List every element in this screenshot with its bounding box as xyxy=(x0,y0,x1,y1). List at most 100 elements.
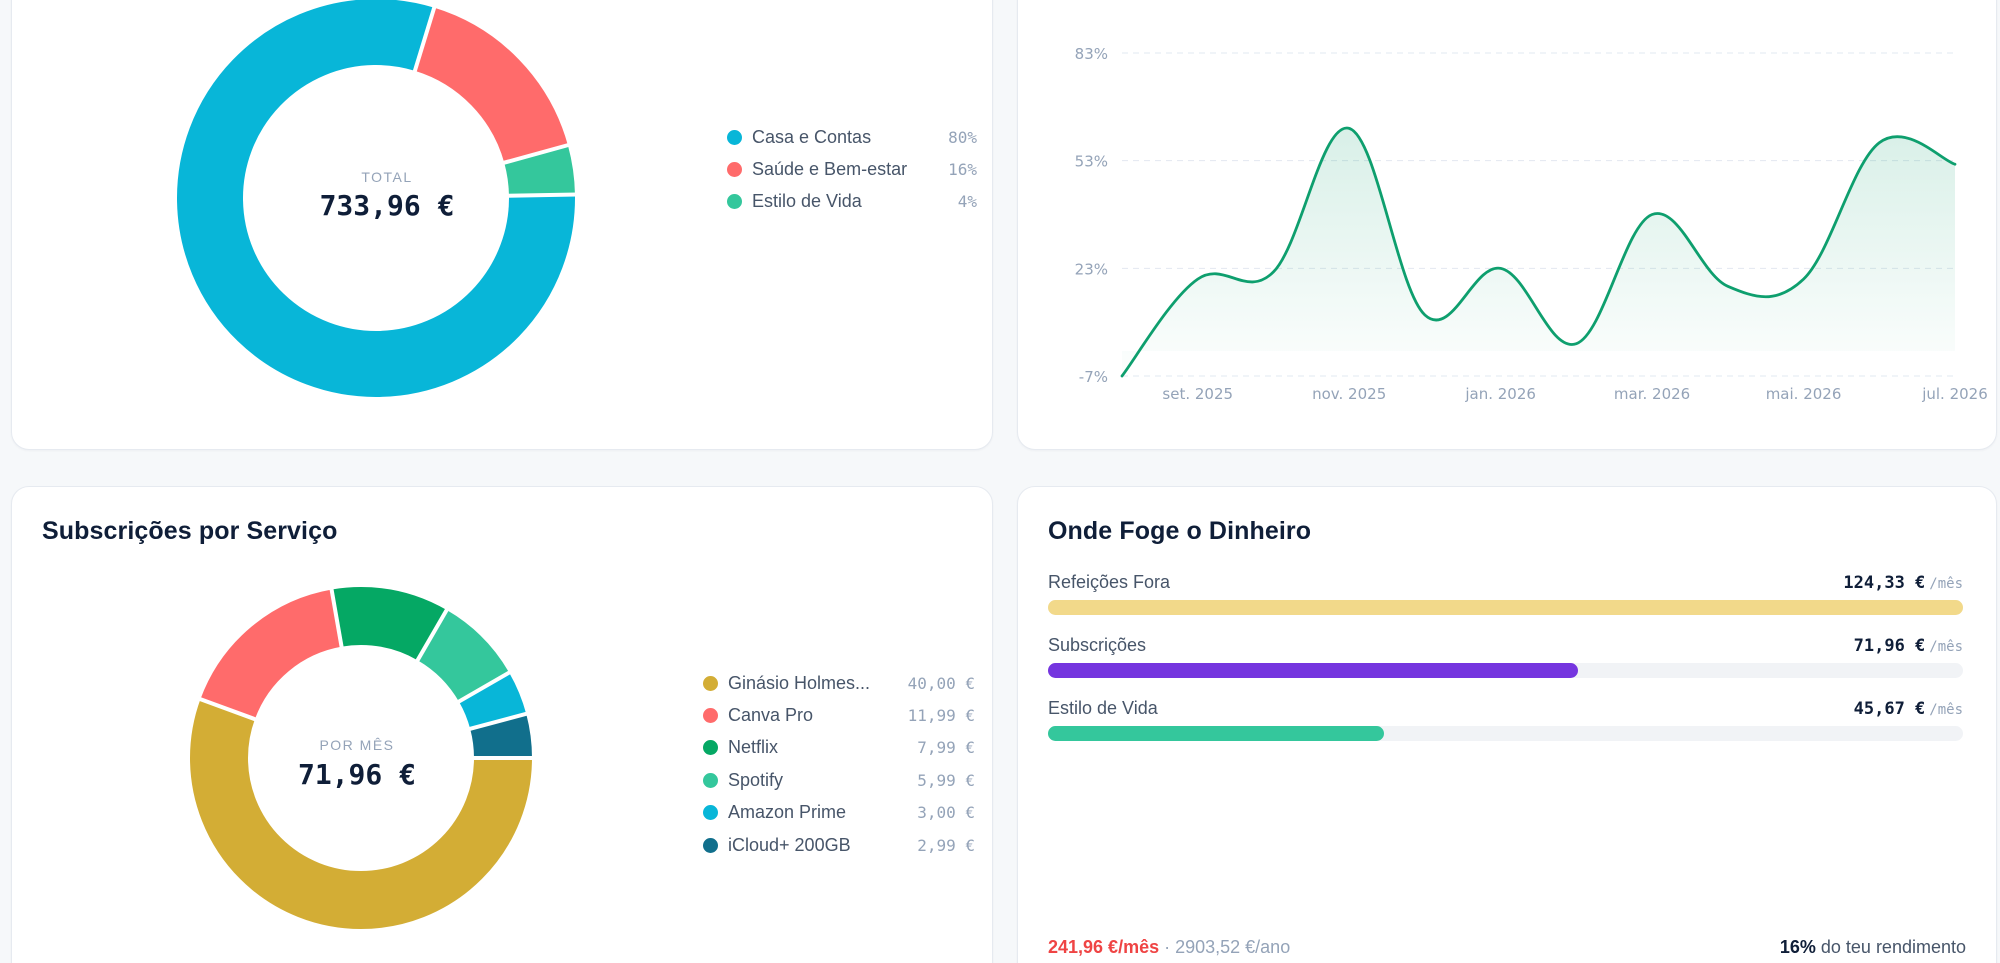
legend-value: 5,99 € xyxy=(917,770,975,790)
category-total-value: 733,96 € xyxy=(319,189,455,222)
subscription-legend-item[interactable]: Spotify 5,99 € xyxy=(703,768,975,792)
subscription-donut-slice-gap xyxy=(329,587,344,649)
legend-swatch xyxy=(703,805,718,821)
category-donut-slice-gap xyxy=(506,192,578,198)
leak-label: Subscrições xyxy=(1048,635,1147,655)
leaks-footer-totals: 241,96 €/mês · 2903,52 €/ano xyxy=(1048,937,1290,958)
category-legend-item[interactable]: Saúde e Bem-estar 16% xyxy=(727,157,977,181)
leak-amount-value: 45,67 € xyxy=(1853,699,1926,719)
category-donut-slice-gap xyxy=(501,142,571,166)
legend-value: 11,99 € xyxy=(907,705,975,725)
leak-amount-unit: /mês xyxy=(1929,702,1963,718)
legend-label: Estilo de Vida xyxy=(752,190,862,211)
trend-chart-card: 83% 53% 23% -7% set. 2025 nov. 2025 jan. 2026 m… xyxy=(1017,0,1997,450)
trend-x-tick: mai. 2026 xyxy=(1766,385,1842,403)
leak-amount-value: 71,96 € xyxy=(1853,636,1926,656)
leaks-income-share: 16% do teu rendimento xyxy=(1780,937,1966,958)
leak-amount-unit: /mês xyxy=(1929,639,1963,655)
legend-label: iCloud+ 200GB xyxy=(728,834,851,855)
subscription-donut-slice-gap xyxy=(197,696,258,722)
trend-y-tick: 83% xyxy=(1075,45,1108,63)
subscriptions-legend: Ginásio Holmes... 40,00 € Canva Pro 11,99 €… xyxy=(703,671,975,855)
subscription-legend-item[interactable]: Canva Pro 11,99 € xyxy=(703,703,975,727)
trend-x-tick: set. 2025 xyxy=(1162,385,1233,403)
subscription-legend-item[interactable]: Netflix 7,99 € xyxy=(703,736,975,760)
legend-value: 16% xyxy=(948,159,977,179)
legend-value: 3,00 € xyxy=(917,803,975,823)
legend-value: 4% xyxy=(957,191,977,211)
leak-bar-fill xyxy=(1048,726,1384,741)
trend-x-tick: mar. 2026 xyxy=(1614,385,1690,403)
leaks-monthly-total: 241,96 €/mês xyxy=(1048,937,1160,957)
leak-bar-track xyxy=(1048,726,1963,741)
trend-x-tick: jul. 2026 xyxy=(1921,385,1988,403)
legend-label: Ginásio Holmes... xyxy=(728,672,871,693)
subscriptions-caption: POR MÊS xyxy=(319,737,395,753)
legend-swatch xyxy=(727,193,742,209)
trend-x-tick: nov. 2025 xyxy=(1312,385,1386,403)
legend-swatch xyxy=(703,837,718,853)
money-leaks-card: Onde Foge o Dinheiro Refeições Fora 124,3… xyxy=(1017,486,1997,963)
trend-line-chart: 83% 53% 23% -7% set. 2025 nov. 2025 jan. 2026 m… xyxy=(1075,45,1988,403)
legend-swatch xyxy=(703,707,718,723)
leak-bar-fill xyxy=(1048,600,1963,615)
subscription-donut-slice-gap xyxy=(456,669,512,705)
legend-value: 80% xyxy=(948,127,977,147)
trend-y-tick: 53% xyxy=(1075,153,1108,171)
leak-amount-value: 124,33 € xyxy=(1843,573,1926,593)
trend-y-tick: -7% xyxy=(1079,368,1108,386)
leak-row[interactable]: Subscrições 71,96 €/mês xyxy=(1048,635,1963,680)
leak-bar-fill xyxy=(1048,663,1578,678)
leak-row[interactable]: Refeições Fora 124,33 €/mês xyxy=(1048,572,1963,617)
category-legend-item[interactable]: Estilo de Vida 4% xyxy=(727,189,977,213)
trend-series-line[interactable] xyxy=(1120,126,1957,378)
category-total-caption: TOTAL xyxy=(361,169,413,185)
category-donut-chart xyxy=(177,0,578,397)
legend-swatch xyxy=(703,740,718,756)
legend-label: Saúde e Bem-estar xyxy=(752,158,908,179)
subscription-donut-slice-gap xyxy=(414,607,450,663)
legend-label: Amazon Prime xyxy=(728,802,847,823)
legend-value: 40,00 € xyxy=(907,673,975,693)
leak-bar-track xyxy=(1048,600,1963,615)
legend-label: Netflix xyxy=(728,737,779,758)
subscriptions-card: Subscrições por Serviço POR MÊS 71,96 € … xyxy=(11,486,993,963)
legend-swatch xyxy=(727,161,742,177)
legend-label: Spotify xyxy=(728,769,784,790)
subscriptions-value: 71,96 € xyxy=(297,758,416,791)
category-legend-item[interactable]: Casa e Contas 80% xyxy=(727,125,977,149)
legend-swatch xyxy=(703,772,718,788)
trend-y-tick: 23% xyxy=(1075,260,1108,278)
trend-area xyxy=(1122,128,1955,376)
leaks-income-percent: 16% xyxy=(1779,937,1816,957)
legend-label: Casa e Contas xyxy=(752,126,872,147)
category-donut-slice-gap xyxy=(412,5,437,74)
legend-value: 7,99 € xyxy=(917,738,975,758)
leaks-yearly-total: 2903,52 €/ano xyxy=(1175,937,1291,957)
money-leaks-title: Onde Foge o Dinheiro xyxy=(1048,517,1312,545)
leaks-separator: · xyxy=(1159,937,1176,957)
leak-label: Estilo de Vida xyxy=(1048,698,1158,718)
legend-label: Canva Pro xyxy=(728,704,814,725)
leak-amount: 45,67 €/mês xyxy=(1854,698,1963,719)
leak-amount: 124,33 €/mês xyxy=(1843,572,1963,593)
subscription-donut-slice-gap xyxy=(467,711,529,732)
category-legend: Casa e Contas 80% Saúde e Bem-estar 16% Esti… xyxy=(727,125,977,211)
subscription-legend-item[interactable]: iCloud+ 200GB 2,99 € xyxy=(703,833,975,857)
legend-swatch xyxy=(703,675,718,691)
subscriptions-title: Subscrições por Serviço xyxy=(42,517,338,545)
subscriptions-donut-chart xyxy=(190,587,534,929)
category-breakdown-card: TOTAL 733,96 € Casa e Contas 80% Saúde e B… xyxy=(11,0,993,450)
subscription-donut-slice[interactable] xyxy=(190,587,532,929)
legend-value: 2,99 € xyxy=(917,835,975,855)
subscription-legend-item[interactable]: Amazon Prime 3,00 € xyxy=(703,801,975,825)
leak-row[interactable]: Estilo de Vida 45,67 €/mês xyxy=(1048,698,1963,743)
trend-x-tick: jan. 2026 xyxy=(1464,385,1536,403)
leaks-income-text: do teu rendimento xyxy=(1815,937,1966,957)
subscription-legend-item[interactable]: Ginásio Holmes... 40,00 € xyxy=(703,671,975,695)
leak-label: Refeições Fora xyxy=(1048,572,1171,592)
leak-amount-unit: /mês xyxy=(1929,576,1963,592)
leak-bar-track xyxy=(1048,663,1963,678)
legend-swatch xyxy=(727,129,742,145)
leak-amount: 71,96 €/mês xyxy=(1854,635,1963,656)
